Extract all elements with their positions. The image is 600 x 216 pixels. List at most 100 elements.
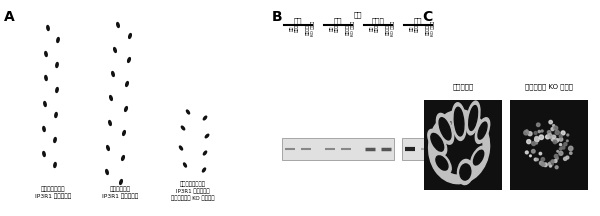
- Ellipse shape: [541, 163, 545, 166]
- Ellipse shape: [569, 146, 573, 151]
- Ellipse shape: [553, 125, 554, 127]
- Ellipse shape: [470, 146, 487, 169]
- Ellipse shape: [119, 179, 122, 184]
- Ellipse shape: [551, 160, 554, 163]
- Ellipse shape: [109, 121, 111, 125]
- Text: 小脳／脳幹特異的
IP3R1 欠損マウス
（小脳／脳幹 KO マウス）: 小脳／脳幹特異的 IP3R1 欠損マウス （小脳／脳幹 KO マウス）: [171, 181, 215, 202]
- Text: 小脳／脳幹
KO マウス: 小脳／脳幹 KO マウス: [386, 21, 395, 36]
- Text: 正常
マウス: 正常 マウス: [330, 24, 338, 32]
- Ellipse shape: [556, 157, 558, 160]
- Ellipse shape: [44, 102, 46, 106]
- Ellipse shape: [55, 113, 57, 118]
- Ellipse shape: [549, 161, 553, 166]
- Ellipse shape: [554, 126, 557, 130]
- Ellipse shape: [181, 126, 185, 130]
- Ellipse shape: [550, 165, 551, 167]
- Text: 小脳／脳幹
KO マウス: 小脳／脳幹 KO マウス: [426, 21, 434, 36]
- Ellipse shape: [466, 101, 480, 135]
- Ellipse shape: [555, 130, 559, 135]
- Ellipse shape: [549, 120, 553, 124]
- Ellipse shape: [475, 118, 490, 143]
- Ellipse shape: [569, 152, 572, 154]
- Ellipse shape: [57, 38, 59, 43]
- Bar: [282, 138, 394, 160]
- Text: 大脳皮質特異的
IP3R1 欠損マウス: 大脳皮質特異的 IP3R1 欠損マウス: [35, 186, 71, 199]
- Text: 大脳: 大脳: [354, 11, 362, 18]
- Ellipse shape: [473, 150, 484, 165]
- Ellipse shape: [184, 163, 187, 167]
- Ellipse shape: [110, 96, 112, 100]
- Ellipse shape: [539, 152, 542, 155]
- Ellipse shape: [552, 135, 556, 139]
- Ellipse shape: [431, 133, 443, 151]
- Ellipse shape: [536, 123, 540, 127]
- Ellipse shape: [54, 162, 56, 167]
- Ellipse shape: [43, 152, 45, 156]
- Ellipse shape: [187, 110, 190, 114]
- Ellipse shape: [556, 139, 559, 141]
- Ellipse shape: [538, 130, 541, 133]
- Text: 小脳／脳幹
KO マウス: 小脳／脳幹 KO マウス: [346, 21, 355, 36]
- Text: 線条体特異的
IP3R1 欠損マウス: 線条体特異的 IP3R1 欠損マウス: [102, 186, 138, 199]
- Ellipse shape: [45, 76, 47, 81]
- Bar: [424, 100, 502, 190]
- Ellipse shape: [553, 140, 557, 144]
- Ellipse shape: [566, 140, 568, 142]
- Ellipse shape: [454, 107, 464, 136]
- Text: 小脳: 小脳: [414, 17, 422, 24]
- Ellipse shape: [541, 158, 545, 161]
- Ellipse shape: [460, 164, 471, 180]
- Text: 正常マウス: 正常マウス: [452, 83, 473, 90]
- Ellipse shape: [54, 138, 56, 143]
- Text: 小脳／脳幹
KO マウス: 小脳／脳幹 KO マウス: [306, 21, 314, 36]
- Text: 正常
マウス: 正常 マウス: [370, 24, 379, 32]
- Ellipse shape: [555, 139, 558, 142]
- Ellipse shape: [555, 166, 558, 169]
- Ellipse shape: [536, 158, 538, 160]
- Ellipse shape: [179, 146, 182, 150]
- Text: 線条体: 線条体: [371, 17, 385, 24]
- Ellipse shape: [436, 120, 482, 174]
- Ellipse shape: [128, 58, 130, 62]
- Ellipse shape: [106, 170, 108, 175]
- Ellipse shape: [562, 146, 565, 149]
- Ellipse shape: [125, 82, 128, 86]
- Ellipse shape: [439, 118, 451, 140]
- Ellipse shape: [539, 161, 544, 165]
- Ellipse shape: [566, 156, 569, 159]
- Ellipse shape: [203, 116, 206, 120]
- Ellipse shape: [478, 122, 487, 139]
- Ellipse shape: [559, 135, 562, 138]
- Text: 正常
マウス: 正常 マウス: [290, 24, 299, 32]
- Ellipse shape: [548, 163, 550, 165]
- Ellipse shape: [526, 151, 528, 154]
- Ellipse shape: [532, 142, 536, 146]
- Ellipse shape: [530, 155, 532, 157]
- Ellipse shape: [45, 52, 47, 56]
- Text: B: B: [272, 10, 283, 24]
- Ellipse shape: [559, 151, 563, 155]
- Ellipse shape: [56, 87, 58, 92]
- Ellipse shape: [457, 159, 473, 184]
- Ellipse shape: [122, 156, 124, 160]
- Ellipse shape: [560, 144, 562, 146]
- Ellipse shape: [117, 22, 119, 27]
- Ellipse shape: [532, 149, 535, 153]
- Text: 皮質: 皮質: [334, 17, 342, 24]
- Ellipse shape: [535, 137, 539, 142]
- Ellipse shape: [47, 25, 49, 30]
- Text: 海馬: 海馬: [294, 17, 302, 24]
- Ellipse shape: [128, 34, 131, 38]
- Text: A: A: [4, 10, 15, 24]
- Ellipse shape: [526, 130, 528, 132]
- Ellipse shape: [534, 132, 537, 134]
- Ellipse shape: [112, 71, 114, 76]
- Bar: [510, 100, 588, 190]
- Ellipse shape: [559, 138, 563, 141]
- Ellipse shape: [436, 156, 448, 170]
- Ellipse shape: [122, 131, 125, 135]
- Ellipse shape: [554, 160, 557, 162]
- Ellipse shape: [539, 135, 544, 140]
- Ellipse shape: [550, 137, 551, 139]
- Ellipse shape: [564, 143, 567, 146]
